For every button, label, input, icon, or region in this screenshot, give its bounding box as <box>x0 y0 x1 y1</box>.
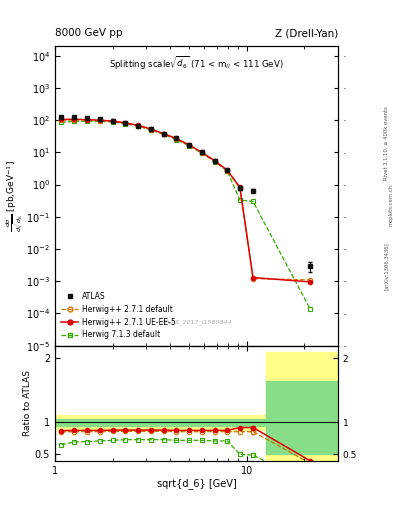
Legend: ATLAS, Herwig++ 2.7.1 default, Herwig++ 2.7.1 UE-EE-5, Herwig 7.1.3 default: ATLAS, Herwig++ 2.7.1 default, Herwig++ … <box>59 290 178 342</box>
Text: 8000 GeV pp: 8000 GeV pp <box>55 28 123 38</box>
Text: mcplots.cern.ch: mcplots.cern.ch <box>389 184 393 226</box>
Text: Rivet 3.1.10, ≥ 400k events: Rivet 3.1.10, ≥ 400k events <box>384 106 388 180</box>
Text: Z (Drell-Yan): Z (Drell-Yan) <box>275 28 338 38</box>
Text: ATLAS_2017_I1589844: ATLAS_2017_I1589844 <box>161 319 232 325</box>
Y-axis label: $\frac{d\sigma}{d\sqrt{d_6}}$ [pb,GeV$^{-1}$]: $\frac{d\sigma}{d\sqrt{d_6}}$ [pb,GeV$^{… <box>4 160 25 232</box>
Text: [arXiv:1306.3436]: [arXiv:1306.3436] <box>384 242 388 290</box>
Y-axis label: Ratio to ATLAS: Ratio to ATLAS <box>23 370 32 436</box>
X-axis label: sqrt{d_6} [GeV]: sqrt{d_6} [GeV] <box>157 478 236 489</box>
Text: Splitting scale$\sqrt{d_6}$ (71 < m$_{ll}$ < 111 GeV): Splitting scale$\sqrt{d_6}$ (71 < m$_{ll… <box>109 55 284 72</box>
